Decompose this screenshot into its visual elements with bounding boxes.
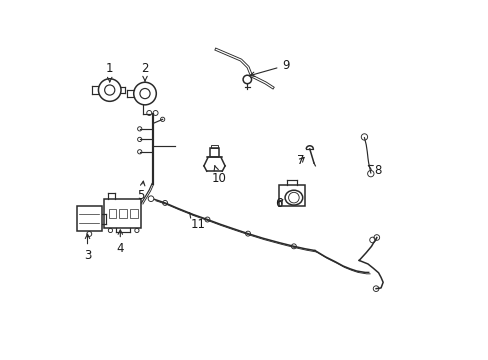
Bar	[119, 208, 127, 219]
Text: 3: 3	[83, 234, 91, 262]
Bar	[209, 148, 219, 157]
Bar	[104, 199, 141, 228]
Text: 4: 4	[116, 230, 124, 255]
Text: 2: 2	[141, 62, 148, 81]
Text: 1: 1	[106, 62, 113, 82]
Text: 10: 10	[211, 166, 226, 185]
Bar	[77, 207, 102, 231]
Text: 11: 11	[189, 212, 205, 231]
Bar	[108, 208, 116, 219]
Text: 5: 5	[137, 181, 144, 202]
Text: 9: 9	[250, 59, 289, 76]
Bar	[130, 208, 137, 219]
Text: 7: 7	[297, 154, 304, 167]
Text: 8: 8	[367, 164, 381, 177]
Text: 6: 6	[275, 197, 282, 210]
Bar	[279, 185, 304, 207]
Bar	[210, 145, 218, 148]
